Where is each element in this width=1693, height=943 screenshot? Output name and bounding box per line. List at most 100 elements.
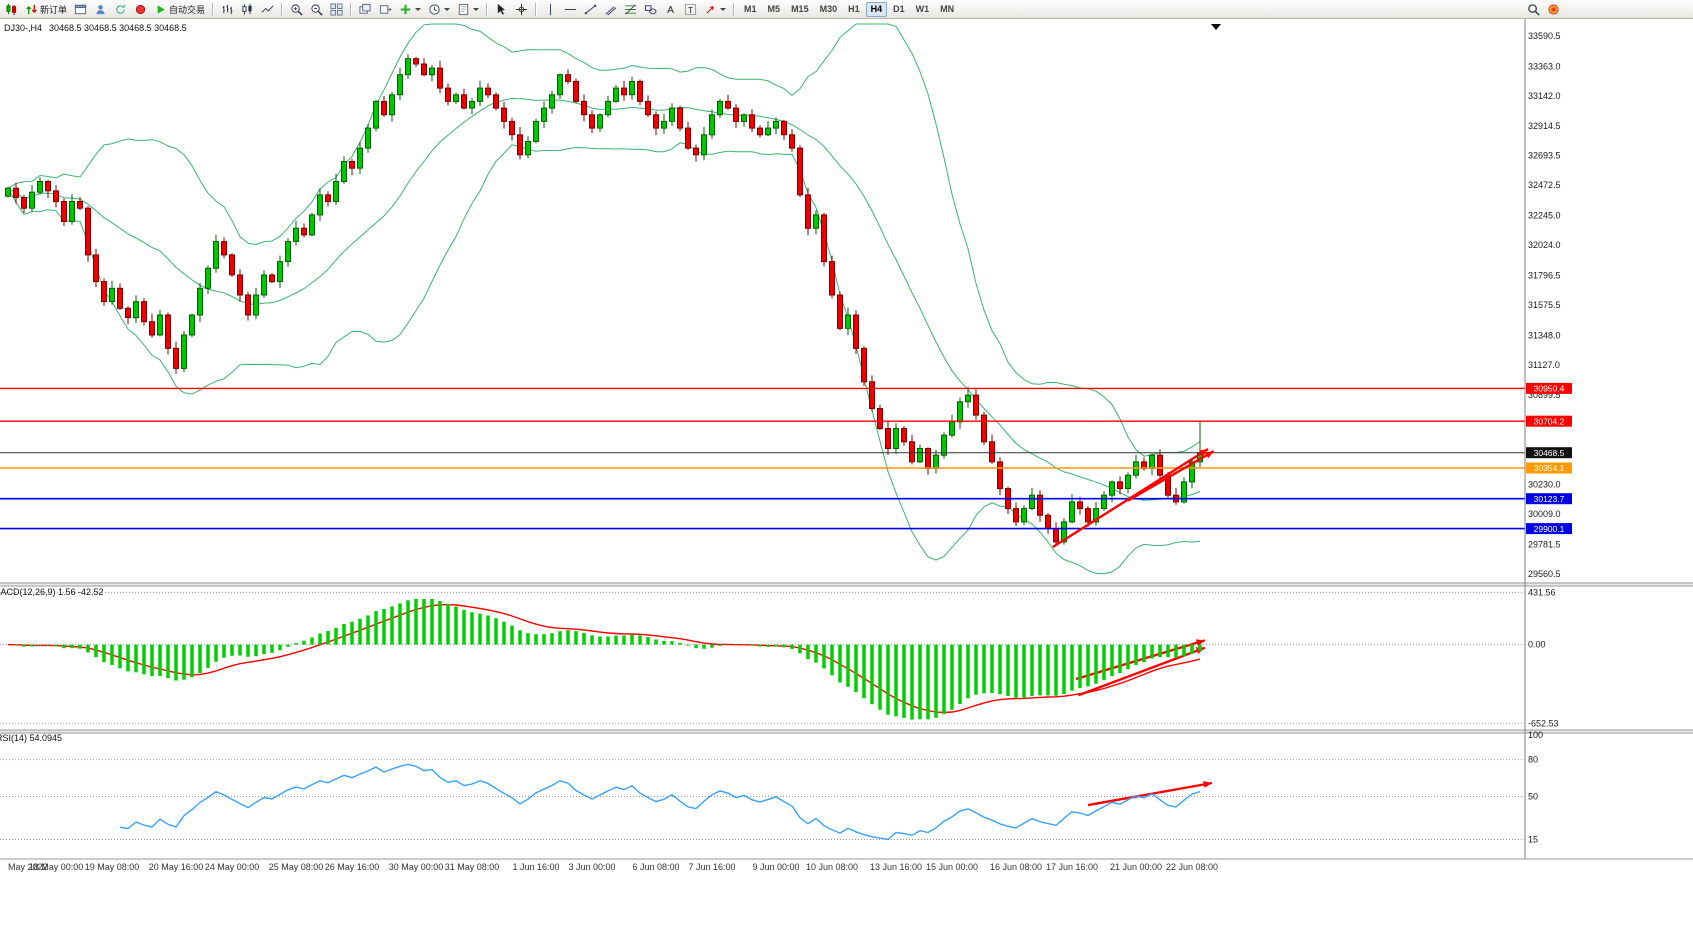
chart-canvas[interactable]: 33590.5 33363.0 33142.0 32914.5 32693.5 32472…	[0, 19, 1693, 938]
svg-text:30 May 00:00: 30 May 00:00	[389, 862, 444, 872]
refresh-icon[interactable]	[111, 1, 130, 18]
trend-arrows[interactable]	[1052, 447, 1215, 807]
search-icon[interactable]	[1524, 1, 1543, 18]
shapes-icon[interactable]	[641, 1, 660, 18]
svg-text:33590.5: 33590.5	[1528, 31, 1561, 41]
arrow-tools-icon[interactable]	[701, 1, 729, 18]
line-chart-icon[interactable]	[258, 1, 277, 18]
ohlc-values: 30468.5 30468.5 30468.5 30468.5	[49, 23, 187, 33]
svg-text:29560.5: 29560.5	[1528, 569, 1561, 579]
svg-text:May 2022: May 2022	[8, 862, 48, 872]
periods-button[interactable]	[425, 1, 453, 18]
autotrading-glyph	[154, 3, 167, 16]
price-axis[interactable]: 33590.5 33363.0 33142.0 32914.5 32693.5 32472…	[1524, 19, 1572, 859]
alerts-icon[interactable]	[131, 1, 150, 18]
svg-text:9 Jun 00:00: 9 Jun 00:00	[752, 862, 799, 872]
vertical-line-icon[interactable]	[541, 1, 560, 18]
timeframe-m15-button[interactable]: M15	[786, 2, 814, 17]
connection-status-icon[interactable]	[1544, 1, 1563, 18]
timeframe-mn-button[interactable]: MN	[935, 2, 959, 17]
periods-glyph	[428, 3, 441, 16]
svg-text:16 Jun 08:00: 16 Jun 08:00	[990, 862, 1042, 872]
macd-signal-line	[7, 603, 1201, 714]
chart-window-icon[interactable]	[71, 1, 90, 18]
svg-text:MACD(12,26,9) 1.56 -42.52: MACD(12,26,9) 1.56 -42.52	[0, 587, 104, 597]
autotrading-button-label: 自动交易	[169, 4, 206, 15]
text-icon[interactable]: A	[661, 1, 680, 18]
svg-text:31575.5: 31575.5	[1528, 300, 1561, 310]
trendline-icon[interactable]	[581, 1, 600, 18]
timeframe-h4-button[interactable]: H4	[865, 1, 888, 17]
auto-arrange-icon-glyph	[359, 3, 372, 16]
toolbar-separator	[350, 2, 353, 16]
toolbar-separator	[281, 2, 284, 16]
svg-text:33363.0: 33363.0	[1528, 61, 1561, 71]
chart-shift-icon-glyph	[379, 3, 392, 16]
zoom-out-icon[interactable]	[307, 1, 326, 18]
svg-text:1 Jun 16:00: 1 Jun 16:00	[512, 862, 559, 872]
candlestick-chart-icon[interactable]	[238, 1, 257, 18]
toolbar-separator	[535, 2, 538, 16]
crosshair-icon[interactable]	[512, 1, 531, 18]
svg-text:-652.53: -652.53	[1528, 718, 1559, 728]
timeframe-m30-button[interactable]: M30	[815, 2, 843, 17]
svg-text:21 Jun 00:00: 21 Jun 00:00	[1110, 862, 1162, 872]
svg-text:7 Jun 16:00: 7 Jun 16:00	[688, 862, 735, 872]
fibonacci-icon[interactable]	[621, 1, 640, 18]
main-toolbar: 新订单 自动交易 A T M1 M5 M15 M30 H1 H4 D1 W1 MN	[0, 0, 1693, 19]
zoom-in-icon[interactable]	[287, 1, 306, 18]
svg-text:13 Jun 16:00: 13 Jun 16:00	[870, 862, 922, 872]
chart-area[interactable]: DJ30-,H4 30468.5 30468.5 30468.5 30468.5…	[0, 19, 1693, 938]
bar-chart-icon[interactable]	[218, 1, 237, 18]
search-icon-glyph	[1527, 3, 1540, 16]
cursor-icon[interactable]	[492, 1, 511, 18]
toolbar-separator	[733, 2, 736, 16]
autotrading-button[interactable]: 自动交易	[151, 1, 208, 18]
crosshair-icon-glyph	[515, 3, 528, 16]
templates-button[interactable]	[454, 1, 482, 18]
text-label-icon[interactable]: T	[681, 1, 700, 18]
svg-text:100: 100	[1528, 730, 1543, 740]
svg-text:A: A	[667, 5, 674, 16]
profile-icon-glyph	[94, 3, 107, 16]
auto-arrange-icon[interactable]	[356, 1, 375, 18]
svg-text:30354.1: 30354.1	[1534, 463, 1565, 473]
candles-series	[5, 54, 1203, 546]
svg-text:0.00: 0.00	[1528, 640, 1546, 650]
svg-text:32024.0: 32024.0	[1528, 240, 1561, 250]
profile-icon[interactable]	[91, 1, 110, 18]
svg-text:15: 15	[1528, 835, 1538, 845]
chart-shift-icon[interactable]	[376, 1, 395, 18]
new-chart-icon[interactable]	[2, 1, 21, 18]
indicators-button[interactable]	[396, 1, 424, 18]
timeframe-h1-button[interactable]: H1	[843, 2, 865, 17]
svg-text:22 Jun 08:00: 22 Jun 08:00	[1166, 862, 1218, 872]
tile-windows-icon[interactable]	[327, 1, 346, 18]
new-order-glyph	[25, 3, 38, 16]
chart-window-icon-glyph	[74, 3, 87, 16]
horizontal-lines[interactable]	[0, 387, 1525, 530]
text-icon-glyph: A	[664, 3, 677, 16]
svg-text:30009.0: 30009.0	[1528, 509, 1561, 519]
svg-text:19 May 08:00: 19 May 08:00	[85, 862, 140, 872]
equidistant-channel-icon[interactable]	[601, 1, 620, 18]
zoom-out-icon-glyph	[310, 3, 323, 16]
timeframe-d1-button[interactable]: D1	[888, 2, 910, 17]
svg-text:30950.4: 30950.4	[1534, 384, 1565, 394]
svg-text:24 May 00:00: 24 May 00:00	[205, 862, 260, 872]
new-order-button[interactable]: 新订单	[22, 1, 70, 18]
timeframe-w1-button[interactable]: W1	[911, 2, 935, 17]
svg-text:29900.1: 29900.1	[1534, 524, 1565, 534]
toolbar-left-group: 新订单 自动交易 A T	[2, 1, 738, 18]
svg-text:30704.2: 30704.2	[1534, 416, 1565, 426]
rsi-panel: 100 80 50 15 RSI(14) 54.0945	[0, 730, 1543, 845]
svg-text:33142.0: 33142.0	[1528, 91, 1561, 101]
horizontal-line-icon[interactable]	[561, 1, 580, 18]
timeframe-m5-button[interactable]: M5	[763, 2, 786, 17]
toolbar-separator	[212, 2, 215, 16]
timeframe-m1-button[interactable]: M1	[739, 2, 762, 17]
svg-text:31796.5: 31796.5	[1528, 270, 1561, 280]
fibonacci-icon-glyph	[624, 3, 637, 16]
svg-text:30899.5: 30899.5	[1528, 390, 1561, 400]
